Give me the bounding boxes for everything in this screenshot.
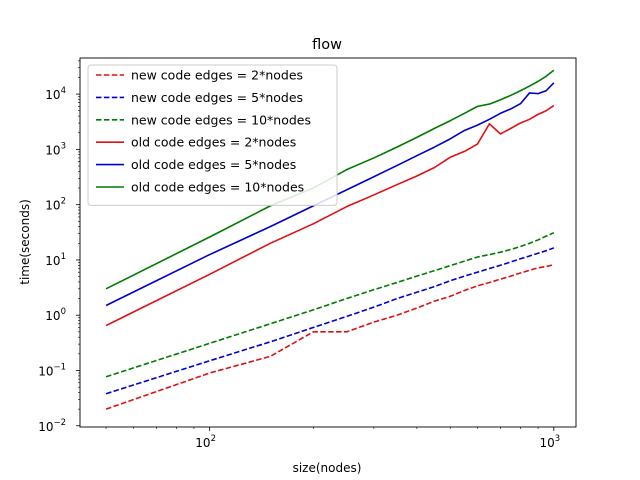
y-tick-label-exponent: 1 [61,252,66,262]
series-line-3 [105,232,555,378]
x-tick-label-exponent: 3 [555,434,560,444]
x-tick-label: 102 [195,434,216,450]
y-tick-label: 102 [45,197,66,213]
y-tick-label-base: 10 [45,143,60,157]
y-tick-label-base: 10 [45,199,60,213]
y-axis-label: time(seconds) [18,199,32,285]
y-tick-label-base: 10 [38,364,53,378]
legend-entry-4: old code edges = 2*nodes [131,135,296,150]
x-axis-label: size(nodes) [293,461,362,475]
legend-entry-1: new code edges = 2*nodes [131,68,303,83]
y-tick-label: 10−1 [38,362,66,378]
x-tick-label-base: 10 [539,436,554,450]
y-tick-label: 103 [45,141,66,157]
series-line-2 [105,247,555,395]
y-tick-label-base: 10 [45,88,60,102]
y-tick-label-base: 10 [45,254,60,268]
y-tick-label-base: 10 [38,420,53,434]
legend-entry-6: old code edges = 10*nodes [131,180,304,195]
axes-frame [79,57,577,428]
legend-entry-2: new code edges = 5*nodes [131,90,303,105]
series-line-4 [105,104,555,327]
series-line-1 [105,263,555,410]
y-tick-label: 101 [45,252,66,268]
legend-entry-3: new code edges = 10*nodes [131,112,311,127]
y-tick-label: 10−2 [38,418,66,434]
y-tick-label-base: 10 [45,309,60,323]
y-tick-label: 100 [45,307,66,323]
chart-title: flow [312,37,342,53]
x-tick-label-exponent: 2 [211,434,216,444]
y-tick-label-exponent: 3 [61,141,66,151]
y-tick-label-exponent: 0 [61,307,66,317]
y-tick-label-exponent: 2 [61,197,66,207]
x-tick-label-base: 10 [195,436,210,450]
legend-entry-5: old code edges = 5*nodes [131,157,296,172]
y-tick-label: 104 [45,86,66,102]
legend-box [87,64,338,206]
y-tick-label-exponent: −2 [53,418,66,428]
y-tick-label-exponent: −1 [53,362,66,372]
y-tick-label-exponent: 4 [61,86,66,96]
x-tick-label: 103 [539,434,560,450]
